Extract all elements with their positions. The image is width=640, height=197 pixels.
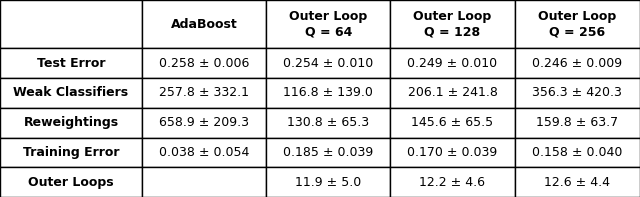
Text: 0.254 ± 0.010: 0.254 ± 0.010 — [283, 57, 374, 70]
Bar — [515, 0, 640, 48]
Text: 658.9 ± 209.3: 658.9 ± 209.3 — [159, 116, 249, 129]
Text: Training Error: Training Error — [23, 146, 119, 159]
Text: AdaBoost: AdaBoost — [171, 18, 237, 31]
Text: 0.185 ± 0.039: 0.185 ± 0.039 — [283, 146, 374, 159]
Bar — [266, 167, 390, 197]
Text: 0.170 ± 0.039: 0.170 ± 0.039 — [407, 146, 498, 159]
Text: Outer Loop
Q = 256: Outer Loop Q = 256 — [538, 10, 616, 38]
Text: 116.8 ± 139.0: 116.8 ± 139.0 — [284, 86, 373, 99]
Text: Outer Loops: Outer Loops — [28, 176, 114, 189]
Bar — [0, 138, 142, 167]
Bar — [0, 108, 142, 138]
Bar — [390, 138, 515, 167]
Text: Outer Loop
Q = 64: Outer Loop Q = 64 — [289, 10, 367, 38]
Bar — [515, 48, 640, 78]
Text: 159.8 ± 63.7: 159.8 ± 63.7 — [536, 116, 618, 129]
Text: 0.038 ± 0.054: 0.038 ± 0.054 — [159, 146, 250, 159]
Bar — [266, 78, 390, 108]
Bar — [266, 108, 390, 138]
Bar — [390, 0, 515, 48]
Bar — [390, 78, 515, 108]
Bar — [142, 167, 266, 197]
Bar — [266, 48, 390, 78]
Text: Test Error: Test Error — [36, 57, 106, 70]
Text: 356.3 ± 420.3: 356.3 ± 420.3 — [532, 86, 622, 99]
Text: 130.8 ± 65.3: 130.8 ± 65.3 — [287, 116, 369, 129]
Bar — [515, 138, 640, 167]
Bar — [142, 48, 266, 78]
Text: 257.8 ± 332.1: 257.8 ± 332.1 — [159, 86, 249, 99]
Bar — [390, 48, 515, 78]
Bar — [0, 167, 142, 197]
Text: Reweightings: Reweightings — [24, 116, 118, 129]
Text: 206.1 ± 241.8: 206.1 ± 241.8 — [408, 86, 497, 99]
Bar — [0, 48, 142, 78]
Bar — [142, 0, 266, 48]
Text: Outer Loop
Q = 128: Outer Loop Q = 128 — [413, 10, 492, 38]
Bar — [142, 138, 266, 167]
Bar — [0, 0, 142, 48]
Text: 0.258 ± 0.006: 0.258 ± 0.006 — [159, 57, 250, 70]
Text: 0.246 ± 0.009: 0.246 ± 0.009 — [532, 57, 622, 70]
Bar — [0, 78, 142, 108]
Bar — [266, 0, 390, 48]
Bar — [390, 108, 515, 138]
Bar — [142, 108, 266, 138]
Bar — [515, 167, 640, 197]
Bar — [142, 78, 266, 108]
Bar — [390, 167, 515, 197]
Text: 12.2 ± 4.6: 12.2 ± 4.6 — [419, 176, 486, 189]
Text: 0.249 ± 0.010: 0.249 ± 0.010 — [408, 57, 497, 70]
Text: Weak Classifiers: Weak Classifiers — [13, 86, 129, 99]
Text: 11.9 ± 5.0: 11.9 ± 5.0 — [295, 176, 362, 189]
Bar — [515, 78, 640, 108]
Text: 145.6 ± 65.5: 145.6 ± 65.5 — [412, 116, 493, 129]
Text: 12.6 ± 4.4: 12.6 ± 4.4 — [544, 176, 611, 189]
Bar — [266, 138, 390, 167]
Bar — [515, 108, 640, 138]
Text: 0.158 ± 0.040: 0.158 ± 0.040 — [532, 146, 623, 159]
